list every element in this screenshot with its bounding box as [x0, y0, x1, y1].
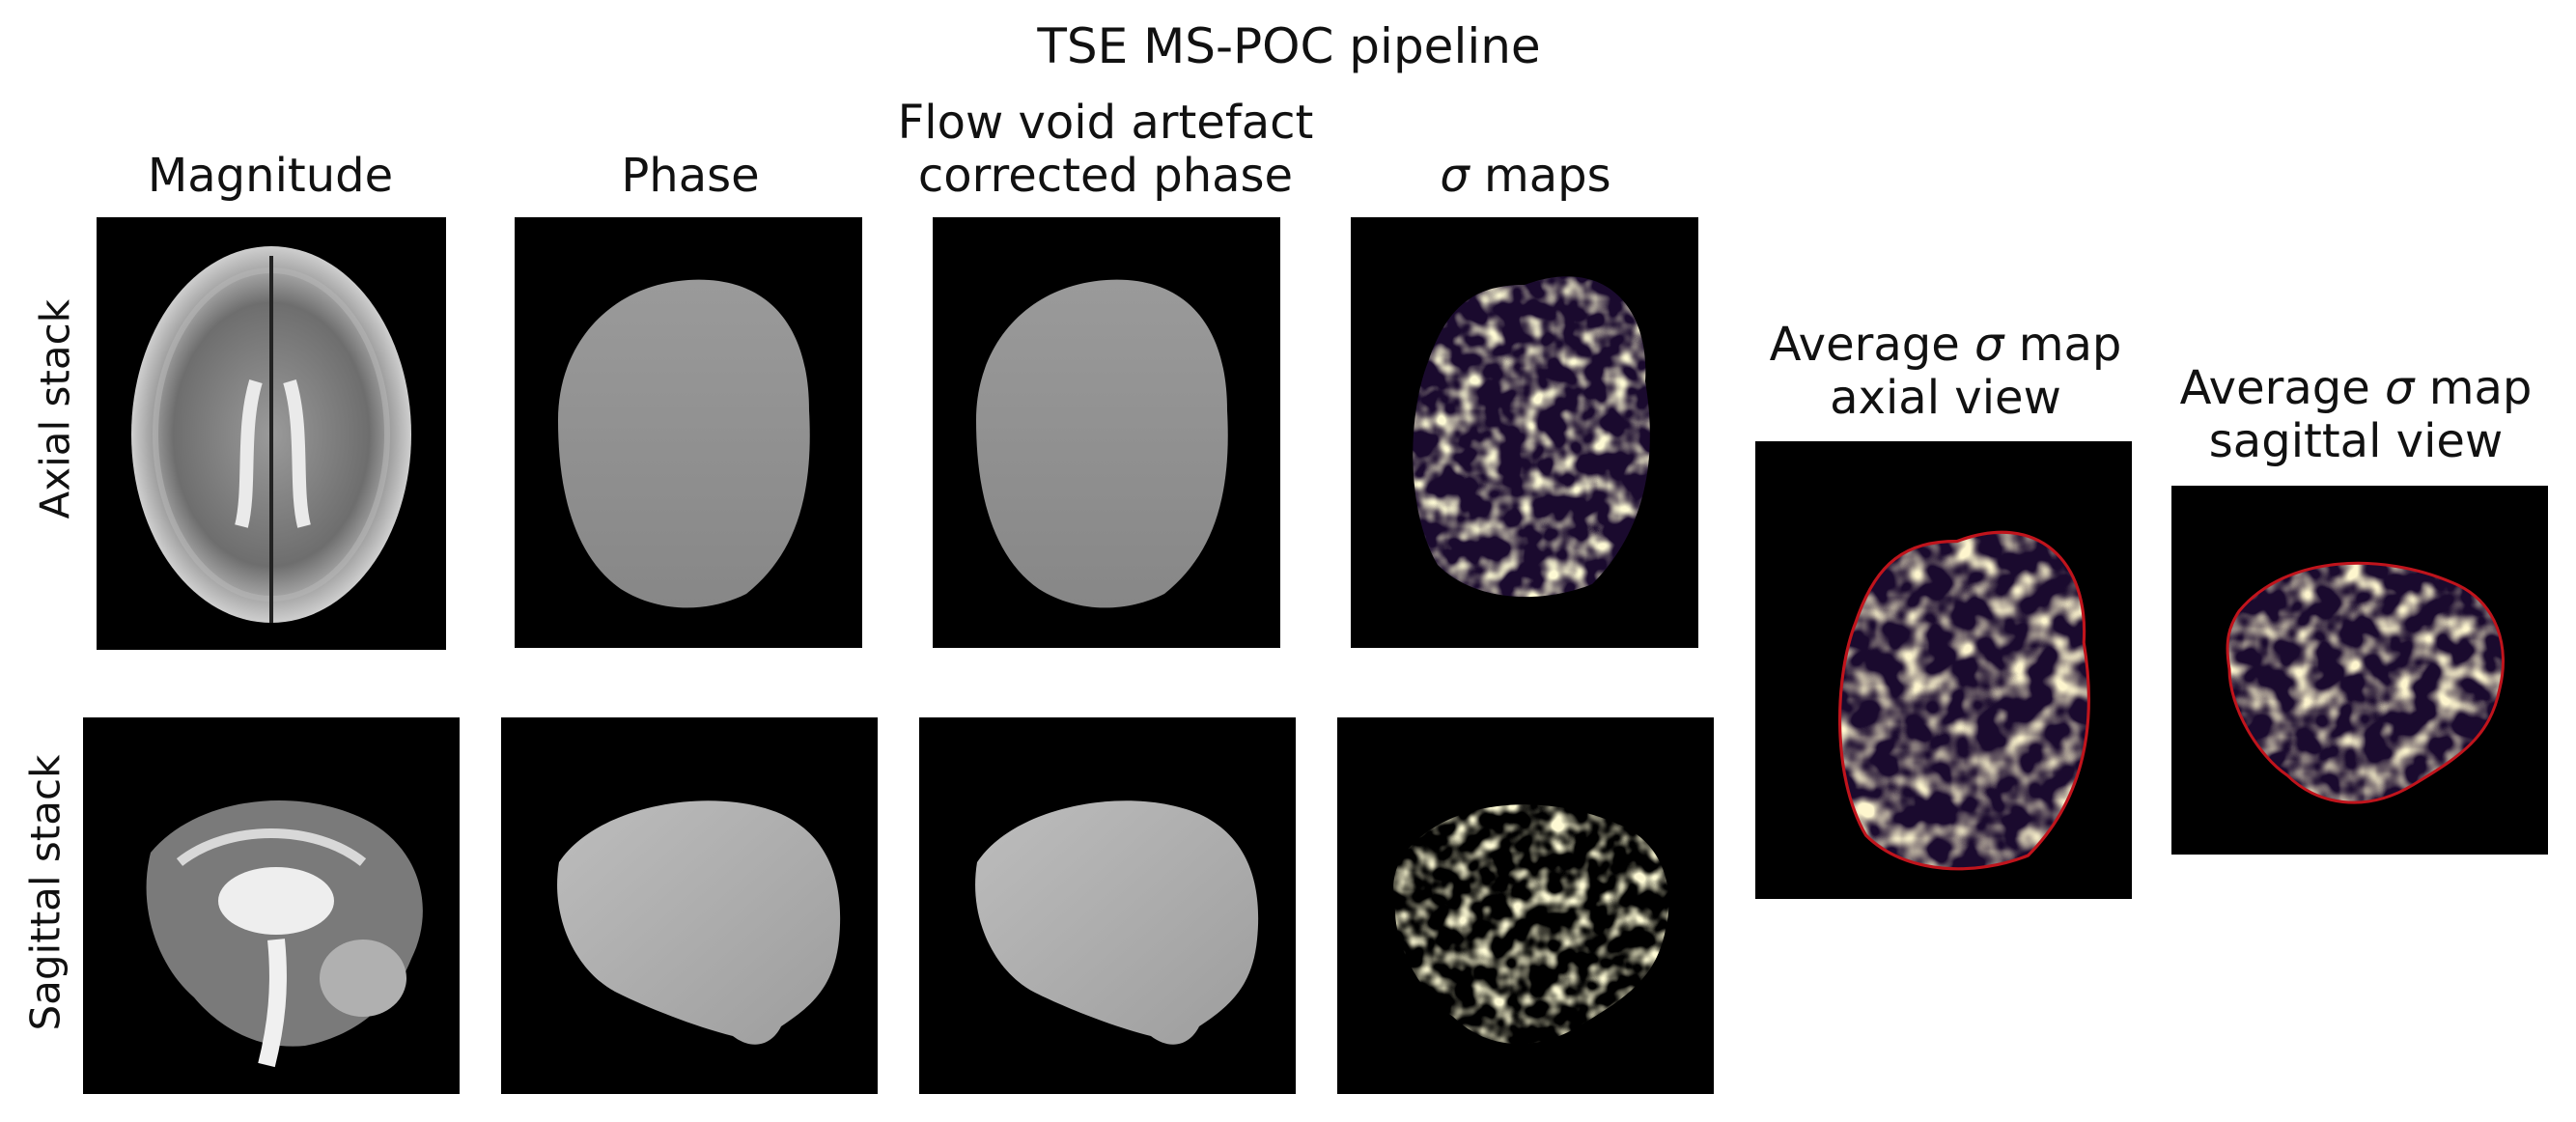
panel-sagittal-magnitude [83, 717, 460, 1094]
panel-sagittal-corrected-phase [919, 717, 1296, 1094]
panel-sagittal-sigma-map [1337, 717, 1714, 1094]
panel-axial-magnitude [97, 217, 446, 650]
panel-axial-phase [515, 217, 862, 648]
column-label-magnitude: Magnitude [147, 149, 394, 203]
average-axial-line2: axial view [1830, 371, 2061, 426]
column-label-corrected-phase: Flow void artefact corrected phase [893, 96, 1318, 204]
sagittal-sigma-map-image [1393, 804, 1669, 1045]
figure-title: TSE MS-POC pipeline [1037, 18, 1541, 74]
row-label-axial: Axial stack [31, 298, 79, 519]
panel-axial-corrected-phase [933, 217, 1280, 648]
average-axial-image [1838, 530, 2090, 871]
sagittal-corrected-phase-image [975, 800, 1259, 1045]
sigma-maps-text: maps [1469, 149, 1611, 203]
column-label-sigma-maps: σ maps [1352, 149, 1699, 203]
panel-average-axial [1755, 441, 2132, 899]
average-sagittal-line1: Average σ map [2179, 361, 2533, 415]
sigma-symbol: σ [1440, 149, 1470, 203]
sagittal-magnitude-image [146, 800, 423, 1068]
panel-axial-sigma-map [1351, 217, 1698, 648]
average-axial-label: Average σ map axial view [1728, 318, 2163, 426]
corrected-label-line2: corrected phase [917, 149, 1294, 204]
average-sagittal-image [2226, 561, 2505, 804]
panel-average-sagittal [2171, 486, 2548, 855]
sagittal-phase-image [557, 800, 841, 1045]
row-label-sagittal: Sagittal stack [21, 754, 70, 1031]
axial-sigma-map-image [1413, 276, 1650, 598]
average-sagittal-label: Average σ map sagittal view [2139, 361, 2573, 469]
axial-magnitude-image [131, 246, 411, 623]
axial-corrected-phase-image [976, 279, 1228, 608]
panel-sagittal-phase [501, 717, 878, 1094]
corrected-label-line1: Flow void artefact [897, 96, 1314, 150]
column-label-phase: Phase [621, 149, 760, 203]
average-sagittal-line2: sagittal view [2208, 414, 2504, 469]
axial-phase-image [558, 279, 810, 608]
average-axial-line1: Average σ map [1769, 318, 2122, 372]
